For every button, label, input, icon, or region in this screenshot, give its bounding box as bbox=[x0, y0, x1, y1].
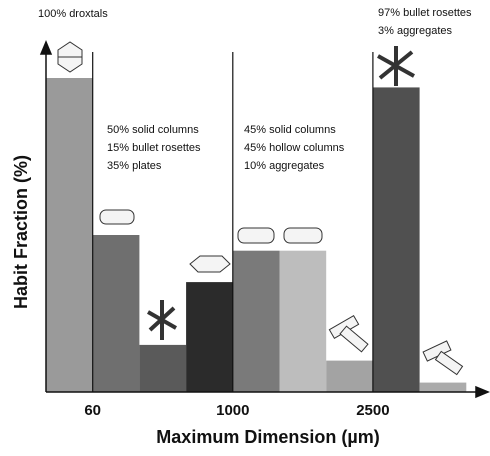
bar bbox=[232, 250, 280, 392]
annotation: 15% bullet rosettes bbox=[107, 142, 201, 154]
annotation: 45% hollow columns bbox=[244, 142, 345, 154]
bar bbox=[419, 382, 467, 392]
bar bbox=[186, 282, 233, 392]
annotation: 97% bullet rosettes bbox=[378, 7, 472, 19]
crystal-icons bbox=[57, 41, 464, 376]
hollow-column-icon bbox=[283, 227, 323, 244]
bar bbox=[372, 87, 420, 393]
rosette-icon bbox=[147, 300, 177, 340]
x-arrow bbox=[475, 385, 490, 399]
rosette-icon bbox=[377, 46, 415, 86]
annotation: 10% aggregates bbox=[244, 160, 325, 172]
x-tick-label: 60 bbox=[84, 402, 101, 419]
annotation: 3% aggregates bbox=[378, 25, 452, 37]
x-tick-label: 1000 bbox=[216, 402, 249, 419]
bar bbox=[279, 250, 327, 392]
aggregate-icon bbox=[328, 314, 369, 353]
annotation: 35% plates bbox=[107, 160, 162, 172]
bars bbox=[46, 78, 467, 393]
annotation: 50% solid columns bbox=[107, 124, 199, 136]
y-arrow bbox=[39, 40, 53, 55]
x-axis-label: Maximum Dimension (µm) bbox=[156, 427, 379, 447]
axes bbox=[39, 40, 490, 399]
x-tick-label: 2500 bbox=[356, 402, 389, 419]
bar bbox=[326, 360, 373, 392]
annotation: 45% solid columns bbox=[244, 124, 336, 136]
column-icon bbox=[99, 209, 135, 225]
aggregate-icon bbox=[422, 340, 464, 376]
column-icon bbox=[237, 227, 275, 244]
bar bbox=[92, 235, 140, 392]
plate-icon bbox=[189, 255, 231, 273]
bar bbox=[139, 344, 187, 392]
y-axis-label: Habit Fraction (%) bbox=[11, 155, 31, 309]
bar bbox=[46, 78, 93, 392]
annotation: 100% droxtals bbox=[38, 8, 108, 20]
